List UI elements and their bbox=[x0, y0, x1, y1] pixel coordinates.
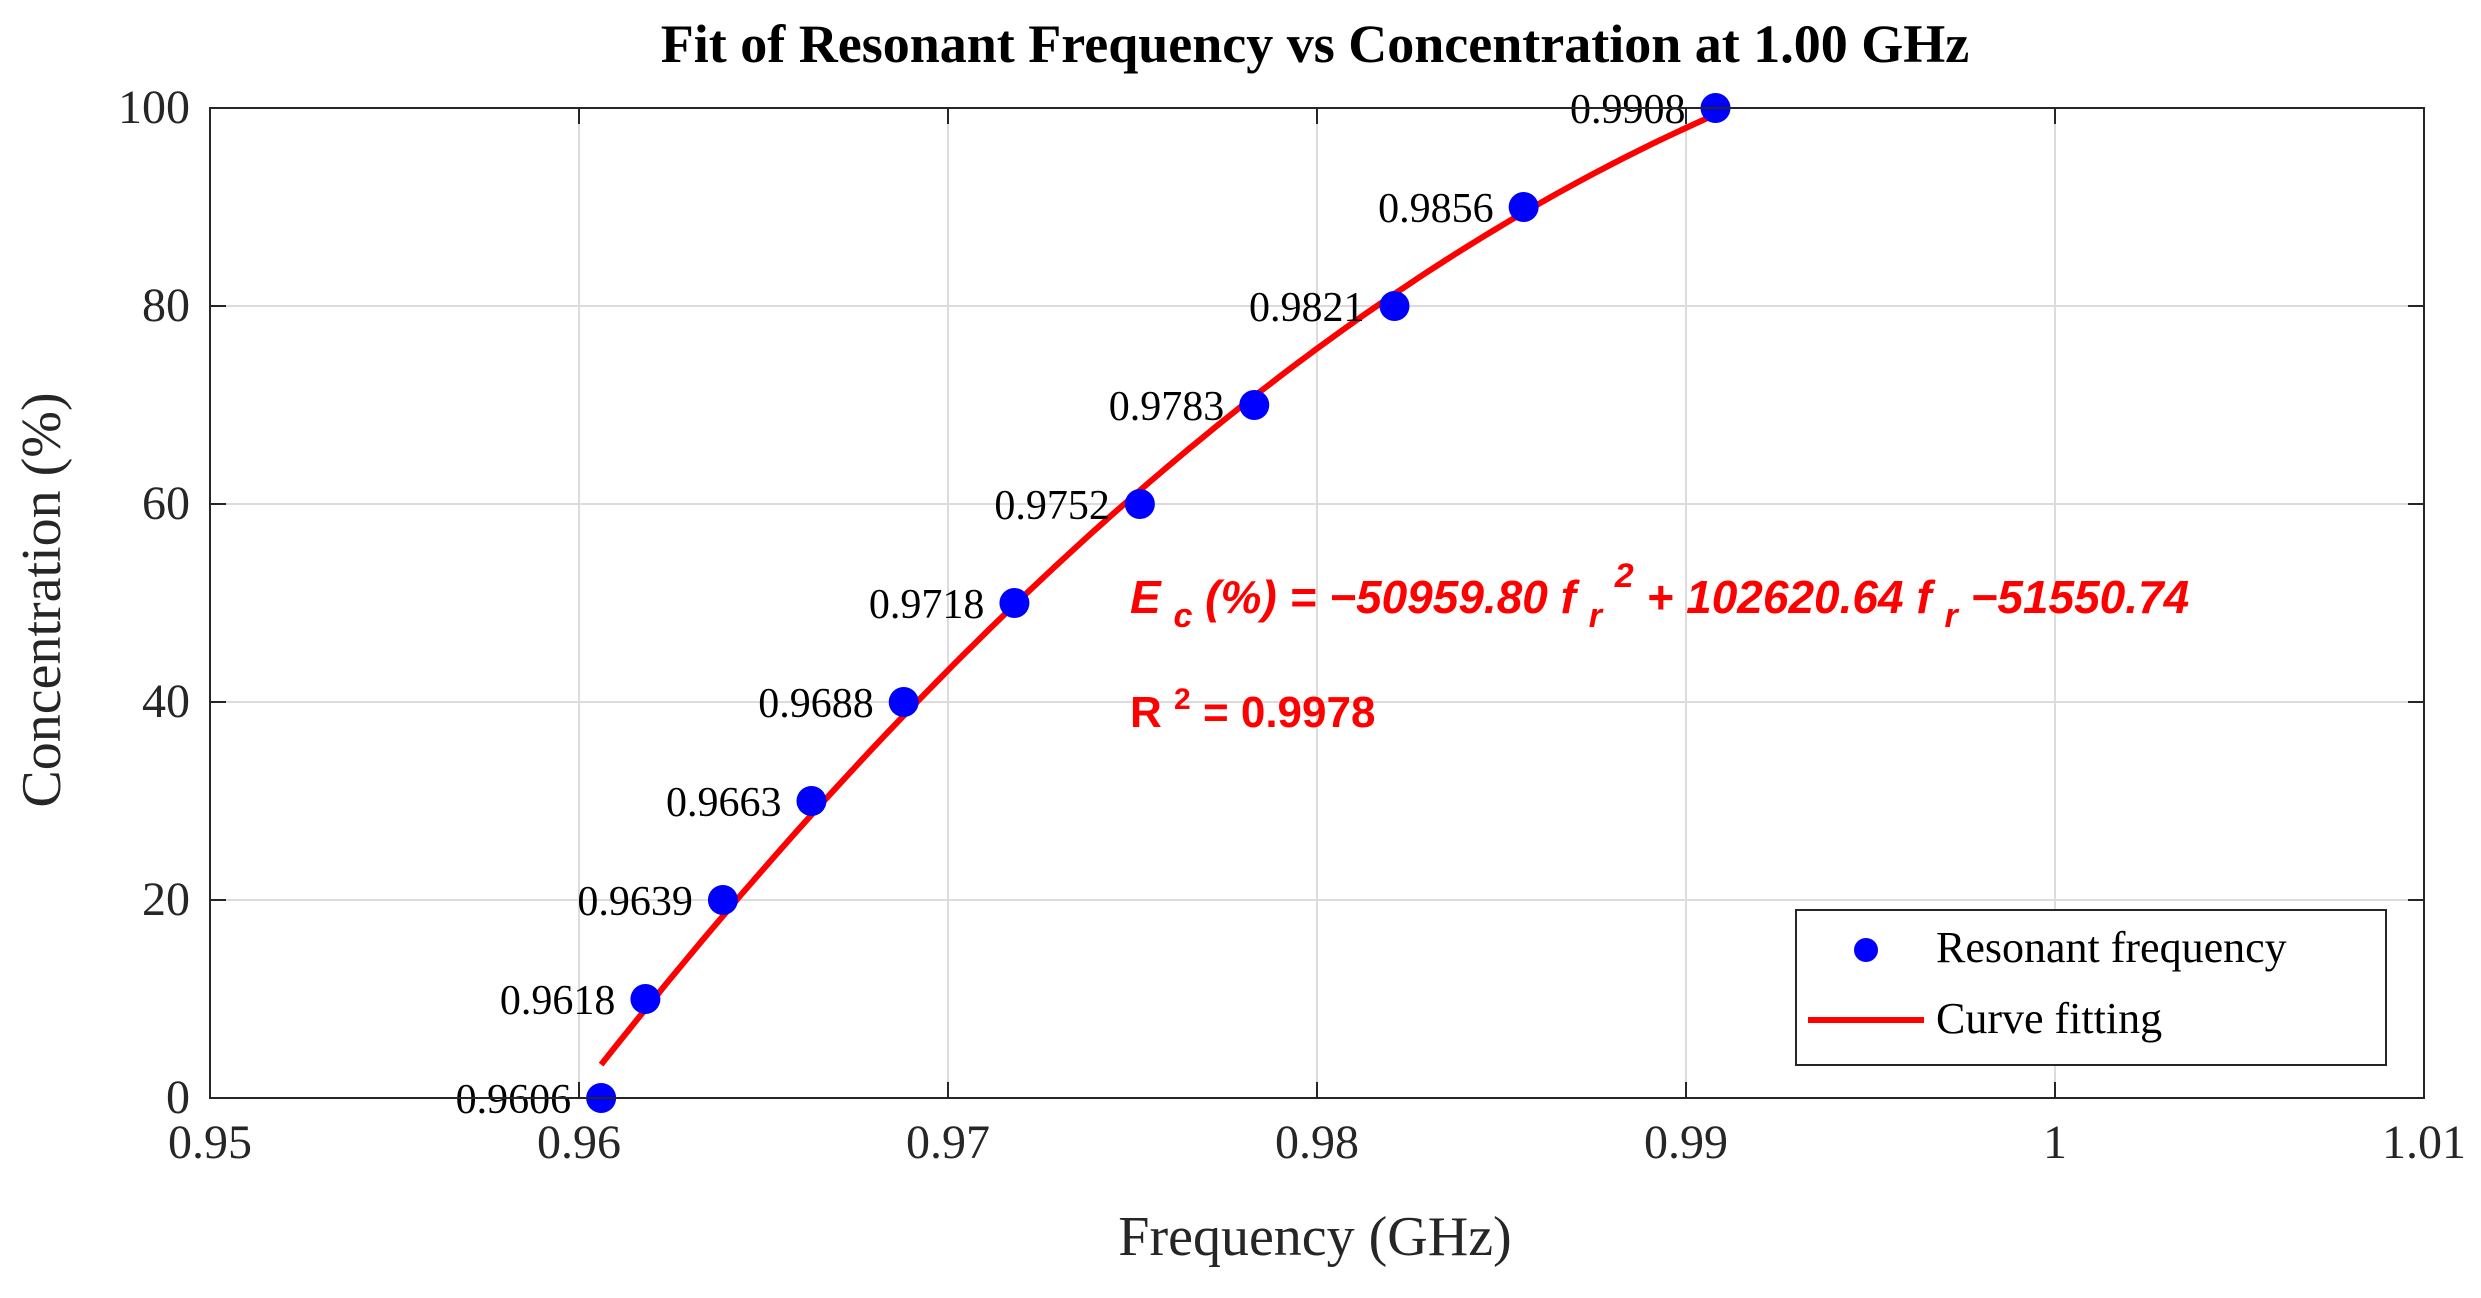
y-tick-label: 80 bbox=[142, 279, 190, 332]
data-point bbox=[1508, 192, 1539, 222]
equation-sup1: 2 bbox=[1614, 557, 1634, 595]
equation-part2: + 102620.64 f bbox=[1646, 571, 1936, 623]
data-point bbox=[1239, 390, 1270, 420]
data-label: 0.9606 bbox=[456, 1077, 572, 1123]
data-label: 0.9618 bbox=[500, 978, 616, 1024]
x-tick-label: 0.97 bbox=[906, 1116, 990, 1169]
r2-base: R bbox=[1130, 688, 1162, 737]
x-tick-label: 0.99 bbox=[1644, 1116, 1728, 1169]
legend: Resonant frequency Curve fitting bbox=[1795, 909, 2387, 1066]
legend-box bbox=[1795, 909, 2387, 1066]
equation-part3: −51550.74 bbox=[1970, 571, 2189, 623]
y-tick-label: 20 bbox=[142, 873, 190, 926]
legend-scatter-label: Resonant frequency bbox=[1936, 923, 2287, 972]
equation-sub2: r bbox=[1944, 597, 1959, 635]
y-tick-label: 40 bbox=[142, 675, 190, 728]
equation-lhs: E bbox=[1130, 571, 1162, 623]
data-point bbox=[1124, 489, 1155, 519]
data-label: 0.9821 bbox=[1249, 285, 1365, 331]
data-point bbox=[707, 885, 738, 915]
data-label: 0.9639 bbox=[577, 879, 693, 925]
legend-scatter-marker bbox=[1854, 938, 1878, 962]
data-points bbox=[586, 93, 1731, 1113]
equation-part1: (%) = −50959.80 f bbox=[1205, 571, 1580, 623]
equation-sub1: r bbox=[1589, 597, 1604, 635]
data-label: 0.9752 bbox=[994, 483, 1110, 529]
x-tick-label: 1 bbox=[2043, 1116, 2067, 1169]
y-tick-label: 0 bbox=[166, 1071, 190, 1124]
data-point bbox=[999, 588, 1030, 618]
x-tick-label: 0.95 bbox=[168, 1116, 252, 1169]
axis-tick-labels: 0.95 0.96 0.97 0.98 0.99 1 1.01 0 20 40 60 80 100 bbox=[118, 81, 2466, 1169]
y-tick-label: 60 bbox=[142, 477, 190, 530]
data-label: 0.9663 bbox=[666, 780, 782, 826]
y-axis-label: Concentration (%) bbox=[11, 392, 73, 807]
r2-value: = 0.9978 bbox=[1203, 688, 1376, 737]
r-squared: R 2 = 0.9978 bbox=[1130, 670, 1375, 737]
x-axis-label: Frequency (GHz) bbox=[1118, 1206, 1511, 1268]
equation-lhs-sub: c bbox=[1173, 597, 1192, 635]
data-point bbox=[888, 687, 919, 717]
data-label: 0.9783 bbox=[1109, 384, 1225, 430]
x-tick-label: 0.96 bbox=[537, 1116, 621, 1169]
data-point bbox=[796, 786, 827, 816]
chart-title: Fit of Resonant Frequency vs Concentrati… bbox=[661, 14, 1969, 74]
data-label: 0.9908 bbox=[1570, 87, 1686, 133]
r2-sup: 2 bbox=[1174, 683, 1191, 716]
x-tick-label: 0.98 bbox=[1275, 1116, 1359, 1169]
data-point bbox=[630, 984, 661, 1014]
axis-ticks bbox=[209, 107, 2425, 1099]
legend-line-label: Curve fitting bbox=[1936, 994, 2162, 1043]
x-tick-label: 1.01 bbox=[2382, 1116, 2466, 1169]
y-tick-label: 100 bbox=[118, 81, 190, 134]
data-label: 0.9718 bbox=[869, 582, 985, 628]
data-point bbox=[1379, 291, 1410, 321]
data-label: 0.9856 bbox=[1378, 186, 1494, 232]
fit-equation: E c (%) = −50959.80 f r 2 + 102620.64 f … bbox=[1130, 545, 2189, 637]
data-label: 0.9688 bbox=[758, 681, 874, 727]
point-labels: 0.9606 0.9618 0.9639 0.9663 0.9688 0.9718 0.97… bbox=[456, 87, 1686, 1123]
